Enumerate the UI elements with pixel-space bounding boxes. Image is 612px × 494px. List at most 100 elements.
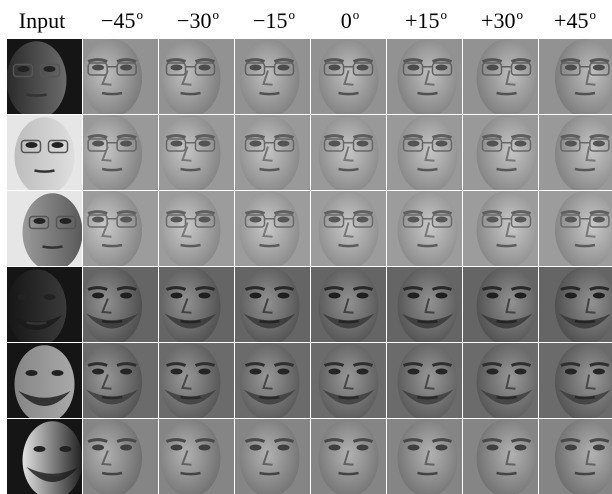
face-shape — [160, 115, 221, 190]
generated-face-image — [83, 115, 158, 190]
input-face-image — [7, 191, 82, 266]
nose — [585, 298, 596, 314]
mouth — [338, 167, 359, 172]
mouth — [101, 167, 123, 172]
generated-face-image — [463, 115, 538, 190]
generated-face-image — [83, 343, 158, 418]
generated-face-image — [311, 39, 386, 114]
face-photo — [387, 267, 462, 342]
face-photo — [7, 39, 82, 114]
eyebrows — [165, 362, 216, 367]
generated-face-image — [539, 267, 612, 342]
generated-face-image — [463, 39, 538, 114]
header-angle-value: 0 — [340, 8, 352, 33]
face-photo — [235, 419, 310, 494]
face-photo — [311, 267, 386, 342]
mouth — [338, 91, 359, 96]
nose — [424, 222, 435, 238]
right-eye — [514, 368, 527, 375]
face-photo — [83, 267, 158, 342]
face-photo — [387, 39, 462, 114]
face-shape — [160, 267, 221, 342]
face-shape — [318, 419, 379, 494]
face-shape — [318, 343, 379, 418]
left-eye — [25, 370, 38, 376]
face-photo — [83, 191, 158, 266]
mouth — [574, 319, 596, 324]
glasses-left-lens — [165, 214, 187, 228]
degree-mark: o — [589, 7, 596, 22]
glasses-right-lens — [510, 62, 532, 76]
face-shape — [83, 191, 143, 266]
eyebrows — [323, 210, 374, 215]
left-eye — [564, 444, 577, 451]
right-eye — [356, 292, 369, 299]
face-photo — [311, 191, 386, 266]
glasses-right-lens — [55, 215, 77, 230]
glasses-left-lens — [244, 138, 266, 152]
nose — [585, 146, 596, 162]
right-eye — [43, 66, 56, 72]
left-eye — [249, 64, 262, 71]
generated-face-image — [387, 115, 462, 190]
mouth — [496, 243, 517, 248]
glasses-left-lens — [560, 138, 581, 152]
left-eye — [17, 294, 30, 300]
eyebrows — [165, 438, 216, 443]
input-face-image — [7, 115, 82, 190]
generated-face-image — [539, 115, 612, 190]
left-eye — [486, 368, 499, 375]
eyebrows — [87, 362, 137, 367]
face-photo — [311, 39, 386, 114]
nose — [343, 222, 354, 238]
nose — [181, 146, 192, 162]
mouth — [42, 473, 63, 477]
right-eye — [51, 142, 64, 148]
eyebrows — [244, 438, 295, 443]
nose — [585, 450, 596, 466]
left-eye — [486, 64, 499, 71]
eyebrows — [87, 286, 137, 291]
left-eye — [564, 140, 577, 147]
face-photo — [159, 267, 234, 342]
eyebrows — [323, 362, 374, 367]
left-eye — [407, 292, 420, 299]
eyebrows — [323, 438, 374, 443]
mouth — [180, 395, 201, 400]
left-eye — [249, 368, 262, 375]
eyebrows — [481, 210, 532, 215]
mouth — [180, 243, 201, 248]
glasses-left-lens — [402, 214, 424, 228]
mouth — [496, 91, 517, 96]
nose — [262, 222, 273, 238]
face-photo — [463, 115, 538, 190]
mouth — [42, 245, 63, 249]
glasses-right-lens — [352, 214, 374, 228]
nose — [262, 70, 273, 86]
generated-face-image — [235, 39, 310, 114]
right-eye — [277, 216, 290, 223]
glasses-right-lens — [589, 214, 610, 228]
generated-face-image — [235, 115, 310, 190]
nose — [181, 298, 192, 314]
left-eye — [249, 444, 262, 451]
mouth — [101, 395, 123, 400]
nose — [343, 146, 354, 162]
right-eye — [435, 444, 448, 451]
glasses-right-lens — [431, 214, 453, 228]
nose — [505, 146, 516, 162]
right-eye — [356, 444, 369, 451]
generated-face-image — [235, 419, 310, 494]
nose — [262, 146, 273, 162]
input-face-image — [7, 419, 82, 494]
face-photo — [463, 343, 538, 418]
right-eye — [356, 216, 369, 223]
nose — [505, 222, 516, 238]
generated-face-image — [235, 267, 310, 342]
right-eye — [435, 64, 448, 71]
glasses-left-lens — [481, 138, 503, 152]
right-eye — [198, 140, 211, 147]
face-shape — [554, 191, 612, 266]
left-eye — [92, 216, 105, 223]
left-eye — [92, 292, 105, 299]
